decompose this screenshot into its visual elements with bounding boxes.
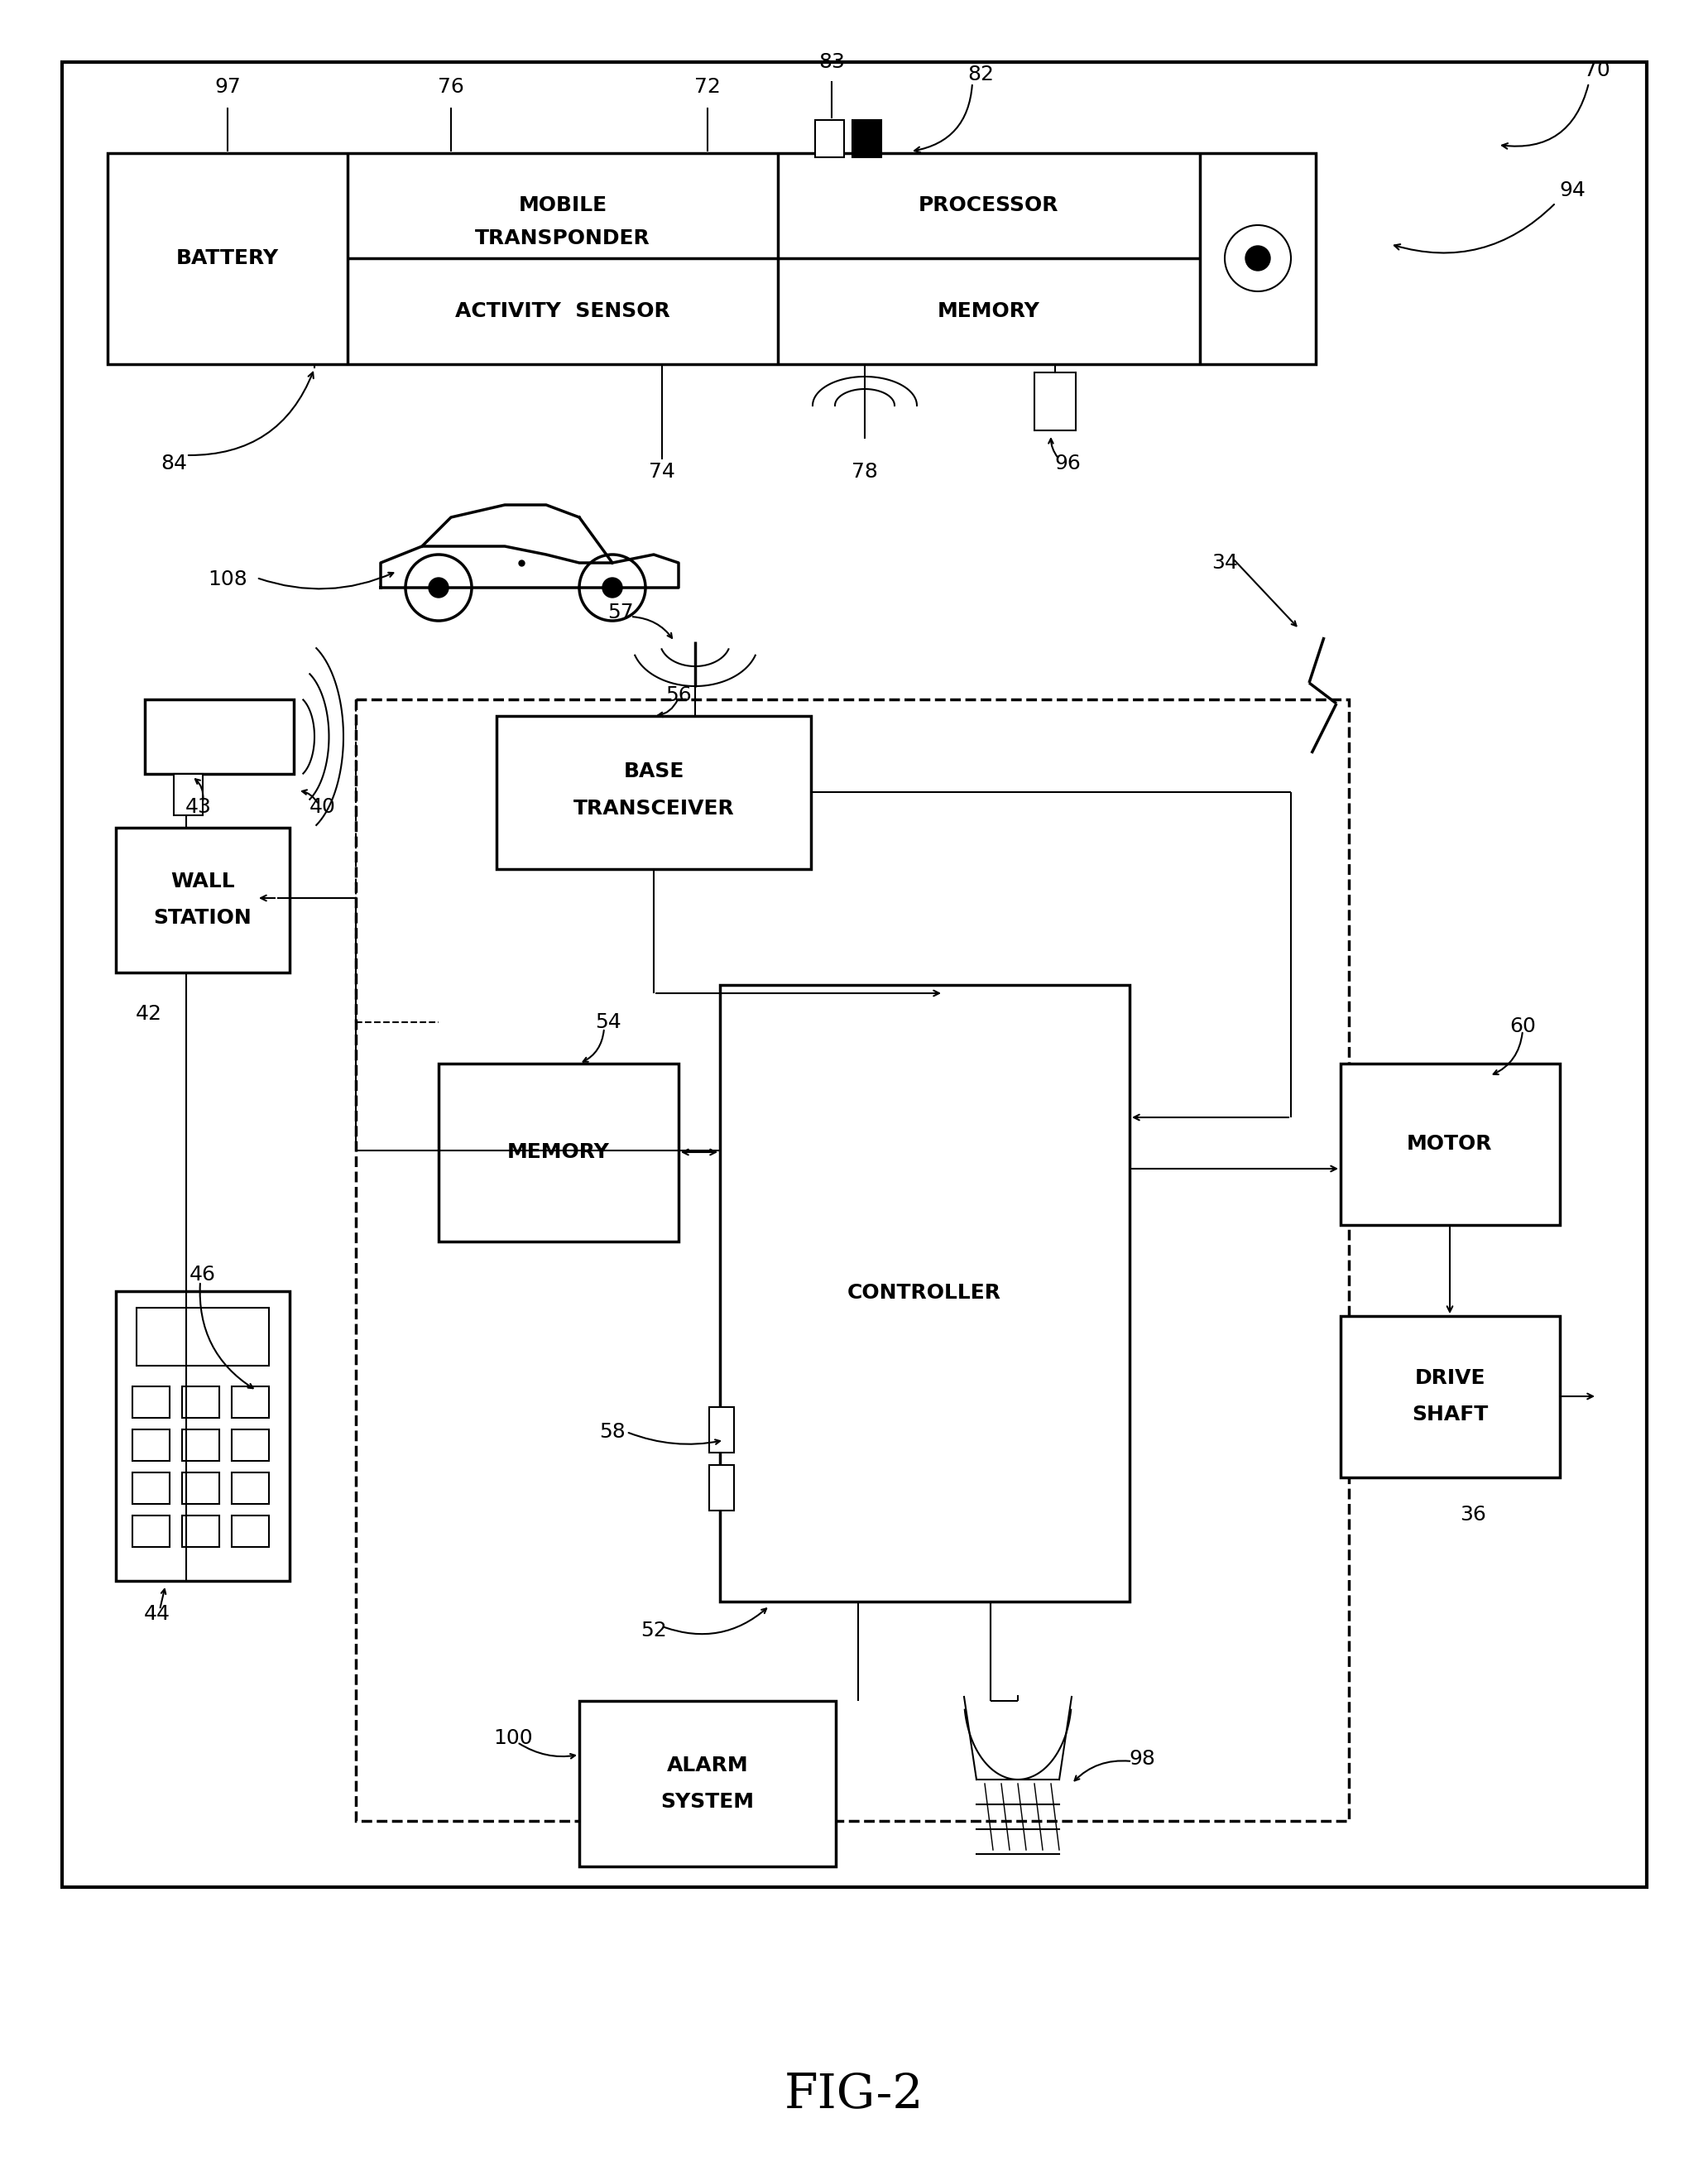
FancyBboxPatch shape [232,1430,268,1460]
Text: 70: 70 [1583,61,1611,81]
Text: MOTOR: MOTOR [1407,1134,1493,1153]
Circle shape [603,579,622,598]
FancyBboxPatch shape [709,1408,734,1454]
Text: 78: 78 [852,461,878,481]
Text: 57: 57 [608,603,634,622]
FancyBboxPatch shape [232,1514,268,1547]
Text: 46: 46 [190,1264,215,1284]
Text: CONTROLLER: CONTROLLER [847,1284,1001,1303]
FancyBboxPatch shape [116,827,290,973]
Text: BATTERY: BATTERY [176,248,278,268]
Text: 42: 42 [135,1003,162,1025]
Text: 54: 54 [594,1012,622,1031]
Text: 56: 56 [666,685,692,705]
Text: 96: 96 [1054,453,1081,474]
Text: 82: 82 [967,65,994,85]
FancyBboxPatch shape [232,1386,268,1419]
Text: 97: 97 [215,76,241,98]
Text: MEMORY: MEMORY [507,1142,610,1162]
Text: 36: 36 [1460,1506,1486,1525]
Text: 34: 34 [1211,553,1238,572]
Text: STATION: STATION [154,907,251,927]
FancyBboxPatch shape [183,1473,219,1504]
Text: SYSTEM: SYSTEM [661,1793,755,1813]
FancyBboxPatch shape [133,1514,169,1547]
Text: 83: 83 [818,52,845,72]
Text: 98: 98 [1129,1750,1155,1769]
FancyBboxPatch shape [61,63,1647,1887]
FancyBboxPatch shape [852,120,881,157]
FancyBboxPatch shape [1341,1316,1559,1478]
FancyBboxPatch shape [174,775,203,816]
FancyBboxPatch shape [108,152,1315,363]
Text: PROCESSOR: PROCESSOR [919,196,1059,215]
Text: TRANSCEIVER: TRANSCEIVER [574,799,734,818]
FancyBboxPatch shape [1341,1064,1559,1225]
Text: MOBILE: MOBILE [519,196,606,215]
FancyBboxPatch shape [137,1308,268,1367]
FancyBboxPatch shape [355,698,1349,1821]
Text: ACTIVITY  SENSOR: ACTIVITY SENSOR [456,300,670,322]
FancyBboxPatch shape [183,1430,219,1460]
FancyBboxPatch shape [497,716,811,868]
FancyBboxPatch shape [709,1464,734,1510]
Text: 72: 72 [695,76,721,98]
FancyBboxPatch shape [439,1064,678,1242]
Text: TRANSPONDER: TRANSPONDER [475,228,651,248]
Text: 60: 60 [1510,1016,1535,1036]
Text: 43: 43 [186,796,212,816]
FancyBboxPatch shape [232,1473,268,1504]
FancyBboxPatch shape [721,986,1129,1602]
FancyBboxPatch shape [133,1473,169,1504]
Text: 94: 94 [1559,181,1585,200]
FancyBboxPatch shape [116,1290,290,1582]
Text: MEMORY: MEMORY [938,300,1040,322]
Text: 40: 40 [309,796,336,816]
Circle shape [429,579,449,598]
FancyBboxPatch shape [1035,372,1076,431]
Text: 108: 108 [208,570,248,590]
FancyBboxPatch shape [183,1386,219,1419]
Text: 84: 84 [161,453,186,474]
FancyBboxPatch shape [815,120,844,157]
Text: 52: 52 [640,1621,666,1641]
Text: DRIVE: DRIVE [1414,1369,1486,1388]
Text: WALL: WALL [171,873,236,892]
Text: ALARM: ALARM [666,1756,748,1776]
Text: FIG-2: FIG-2 [784,2072,924,2117]
Text: SHAFT: SHAFT [1411,1404,1488,1425]
Circle shape [1245,246,1271,270]
Text: BASE: BASE [623,762,685,781]
Text: 76: 76 [437,76,465,98]
Text: 100: 100 [494,1728,533,1747]
FancyBboxPatch shape [579,1702,835,1867]
Text: 58: 58 [600,1421,625,1443]
FancyBboxPatch shape [133,1430,169,1460]
FancyBboxPatch shape [133,1386,169,1419]
Text: 44: 44 [143,1604,171,1623]
Text: 74: 74 [649,461,675,481]
FancyBboxPatch shape [145,698,294,775]
FancyBboxPatch shape [183,1514,219,1547]
